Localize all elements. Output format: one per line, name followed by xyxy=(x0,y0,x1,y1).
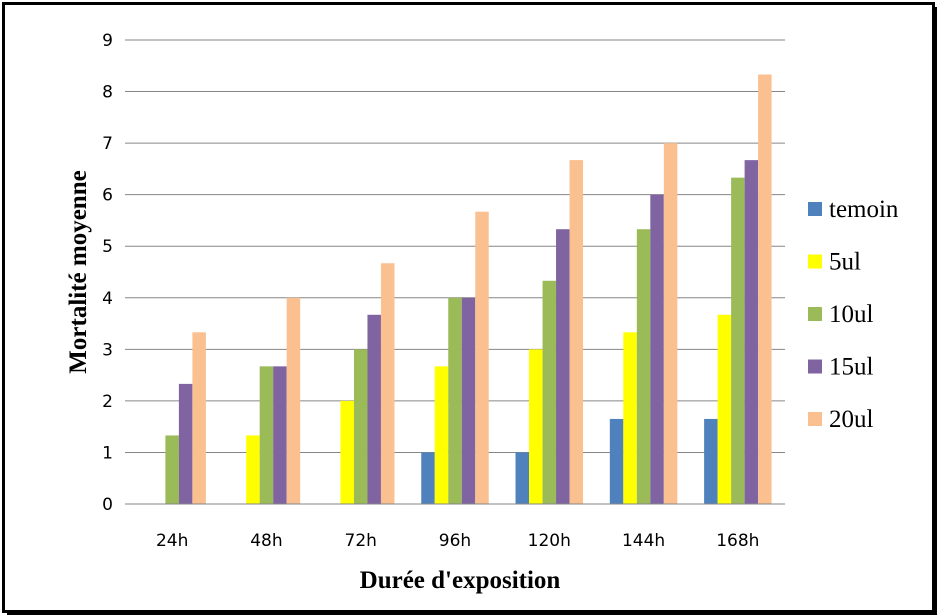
y-axis-ticks: 0 1 2 3 4 5 6 7 8 9 xyxy=(102,31,113,515)
y-tick-label: 5 xyxy=(102,237,113,257)
bar-15ul-24h xyxy=(178,383,193,504)
y-tick-label: 8 xyxy=(102,83,113,103)
legend-swatch-20ul xyxy=(808,412,822,426)
bar-20ul-72h xyxy=(380,263,395,504)
bar-10ul-48h xyxy=(259,366,274,504)
bar-10ul-168h xyxy=(731,177,745,505)
x-tick-label: 120h xyxy=(528,531,571,551)
x-tick-label: 72h xyxy=(345,531,377,551)
bar-20ul-120h xyxy=(569,160,584,504)
bar-5ul-96h xyxy=(434,366,449,504)
y-tick-label: 7 xyxy=(102,134,113,154)
y-tick-label: 1 xyxy=(102,443,113,463)
x-tick-label: 96h xyxy=(439,531,471,551)
x-axis-title: Durée d'exposition xyxy=(360,567,561,594)
bar-20ul-96h xyxy=(475,211,489,504)
y-tick-label: 6 xyxy=(102,186,113,206)
y-tick-label: 4 xyxy=(102,289,113,309)
y-tick-label: 9 xyxy=(102,31,113,51)
bar-5ul-48h xyxy=(246,435,260,504)
y-tick-label: 0 xyxy=(102,495,113,515)
bar-10ul-24h xyxy=(165,435,179,504)
bar-15ul-48h xyxy=(273,366,287,504)
bar-temoin-96h xyxy=(421,452,435,504)
bar-20ul-168h xyxy=(758,74,772,504)
x-tick-label: 144h xyxy=(622,531,665,551)
x-axis-ticks: 24h 48h 72h 96h 120h 144h 168h xyxy=(156,531,760,551)
bar-20ul-48h xyxy=(286,297,301,504)
bar-20ul-24h xyxy=(192,332,206,504)
legend-swatch-15ul xyxy=(808,359,822,374)
legend-label-10ul: 10ul xyxy=(829,301,874,328)
bar-temoin-144h xyxy=(609,418,624,504)
y-axis-title: Mortalité moyenne xyxy=(65,170,92,373)
bar-5ul-144h xyxy=(623,332,637,504)
bar-temoin-120h xyxy=(515,452,530,504)
bar-15ul-120h xyxy=(556,229,570,504)
legend-swatch-10ul xyxy=(808,307,822,321)
bar-15ul-96h xyxy=(461,297,476,504)
y-tick-label: 3 xyxy=(102,340,113,360)
legend-label-temoin: temoin xyxy=(829,196,899,223)
bar-10ul-72h xyxy=(353,349,368,504)
bar-15ul-168h xyxy=(744,160,759,504)
bar-5ul-72h xyxy=(340,400,354,504)
legend-swatch-temoin xyxy=(808,202,822,216)
bar-10ul-144h xyxy=(636,229,651,504)
x-tick-label: 168h xyxy=(716,531,759,551)
y-tick-label: 2 xyxy=(102,392,113,412)
x-tick-label: 24h xyxy=(156,531,188,551)
legend-label-15ul: 15ul xyxy=(829,354,874,381)
bar-10ul-120h xyxy=(542,280,557,504)
bar-10ul-96h xyxy=(448,297,462,504)
legend: temoin 5ul 10ul 15ul 20ul xyxy=(808,196,899,433)
legend-label-5ul: 5ul xyxy=(829,249,861,276)
bar-15ul-144h xyxy=(650,194,664,504)
legend-swatch-5ul xyxy=(808,254,822,269)
x-tick-label: 48h xyxy=(250,531,282,551)
bar-15ul-72h xyxy=(367,314,381,504)
bar-5ul-120h xyxy=(529,349,543,504)
bar-temoin-168h xyxy=(704,418,718,504)
bars xyxy=(165,74,772,505)
legend-label-20ul: 20ul xyxy=(829,406,874,433)
bar-5ul-168h xyxy=(717,314,732,504)
bar-20ul-144h xyxy=(663,143,678,504)
